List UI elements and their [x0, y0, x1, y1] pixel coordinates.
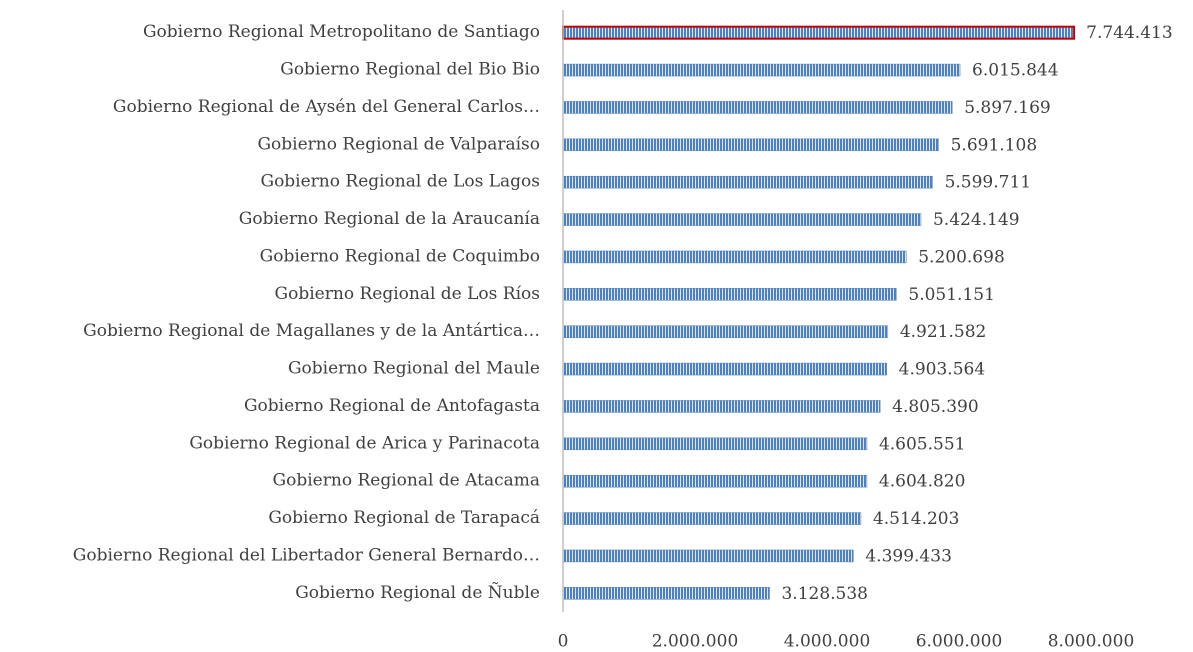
y-tick-label: Gobierno Regional del Bio Bio	[280, 60, 540, 80]
y-tick-label: Gobierno Regional de Arica y Parinacota	[189, 433, 540, 453]
x-tick-label: 0	[558, 632, 569, 652]
bar	[562, 474, 868, 488]
bar	[562, 549, 854, 563]
bar	[562, 250, 907, 264]
y-tick-label: Gobierno Regional de Coquimbo	[260, 246, 540, 266]
data-label: 5.599.711	[945, 173, 1032, 193]
data-label: 5.691.108	[951, 135, 1038, 155]
y-tick-label: Gobierno Regional de Tarapacá	[268, 508, 540, 528]
y-tick-label: Gobierno Regional de Ñuble	[295, 582, 540, 603]
bar	[562, 25, 1076, 40]
x-tick-label: 8.000.000	[1048, 632, 1135, 652]
data-label: 5.200.698	[918, 247, 1005, 267]
y-tick-label: Gobierno Regional de Magallanes y de la …	[83, 321, 540, 341]
data-label: 4.605.551	[879, 434, 966, 454]
bar	[562, 325, 889, 338]
y-tick-label: Gobierno Regional del Libertador General…	[73, 545, 540, 565]
x-tick-label: 4.000.000	[784, 632, 871, 652]
data-label: 4.399.433	[865, 546, 952, 566]
data-label: 7.744.413	[1086, 23, 1173, 43]
data-label: 5.897.169	[964, 98, 1051, 118]
y-tick-label: Gobierno Regional de Antofagasta	[244, 396, 540, 416]
y-tick-label: Gobierno Regional de Aysén del General C…	[113, 97, 540, 117]
y-tick-label: Gobierno Regional de Atacama	[273, 471, 540, 491]
y-tick-label: Gobierno Regional Metropolitano de Santi…	[143, 22, 540, 42]
data-label: 4.604.820	[879, 472, 966, 492]
bar	[562, 362, 887, 376]
bar	[562, 288, 897, 301]
y-tick-label: Gobierno Regional del Maule	[288, 359, 540, 379]
bar	[562, 175, 933, 189]
x-tick-label: 6.000.000	[916, 632, 1003, 652]
data-label: 4.921.582	[900, 322, 987, 342]
bar	[562, 138, 939, 152]
bar	[562, 512, 862, 525]
y-tick-label: Gobierno Regional de Los Ríos	[275, 284, 540, 304]
data-label: 3.128.538	[781, 584, 868, 604]
data-label: 4.514.203	[873, 509, 960, 529]
data-label: 5.051.151	[908, 285, 995, 305]
bar	[562, 400, 881, 413]
y-tick-label: Gobierno Regional de Valparaíso	[257, 134, 540, 154]
x-tick-label: 2.000.000	[652, 632, 739, 652]
data-label: 4.903.564	[899, 360, 986, 380]
bar	[562, 587, 770, 600]
y-tick-label: Gobierno Regional de la Araucanía	[239, 209, 540, 229]
data-label: 4.805.390	[892, 397, 979, 417]
bar	[562, 437, 868, 451]
data-label: 6.015.844	[972, 61, 1059, 81]
bar	[562, 63, 961, 77]
y-tick-label: Gobierno Regional de Los Lagos	[260, 172, 540, 192]
data-label: 5.424.149	[933, 210, 1020, 230]
bar	[562, 101, 953, 114]
bar	[562, 213, 922, 226]
